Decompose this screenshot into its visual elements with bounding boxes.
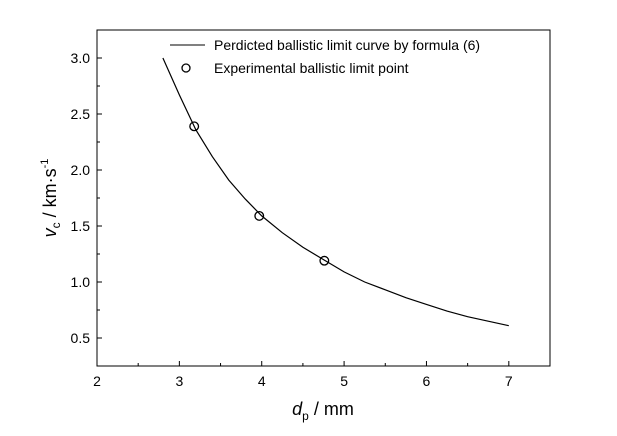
y-tick-label: 1.0 [71, 274, 91, 290]
legend-marker-swatch [181, 63, 191, 73]
ticks: 2 3 4 5 6 7 0.5 1.0 1.5 2.0 2.5 3.0 [71, 29, 513, 389]
y-tick-label: 2.5 [71, 106, 91, 122]
x-axis-title-main: d [292, 399, 303, 419]
y-axis-title-sup: -1 [39, 159, 51, 169]
x-tick-label: 2 [93, 373, 101, 389]
y-tick-label: 1.5 [71, 218, 91, 234]
legend-label-points: Experimental ballistic limit point [214, 60, 409, 76]
x-tick-label: 6 [423, 373, 431, 389]
series-layer [162, 57, 509, 327]
experimental-point [189, 121, 200, 132]
x-axis-title-sub: p [302, 409, 309, 423]
y-axis-title: vc / km·s-1 [39, 159, 63, 238]
predicted-curve-line [162, 57, 509, 327]
plot-frame [96, 29, 551, 367]
legend-label-curve: Perdicted ballistic limit curve by formu… [214, 37, 480, 53]
x-tick-label: 7 [505, 373, 513, 389]
y-axis-title-rest: / km·s [40, 168, 60, 222]
x-tick-label: 5 [340, 373, 348, 389]
experimental-point [319, 255, 330, 266]
y-tick-label: 2.0 [71, 162, 91, 178]
y-axis-title-sub: c [49, 222, 63, 228]
y-tick-label: 3.0 [71, 50, 91, 66]
x-axis-title: dp / mm [292, 399, 354, 423]
y-axis-title-main: v [40, 227, 60, 237]
y-tick-label: 0.5 [71, 330, 91, 346]
experimental-point [254, 210, 265, 221]
x-tick-label: 3 [175, 373, 183, 389]
legend: Perdicted ballistic limit curve by formu… [170, 37, 480, 76]
x-axis-title-rest: / mm [309, 399, 354, 419]
x-tick-label: 4 [258, 373, 266, 389]
